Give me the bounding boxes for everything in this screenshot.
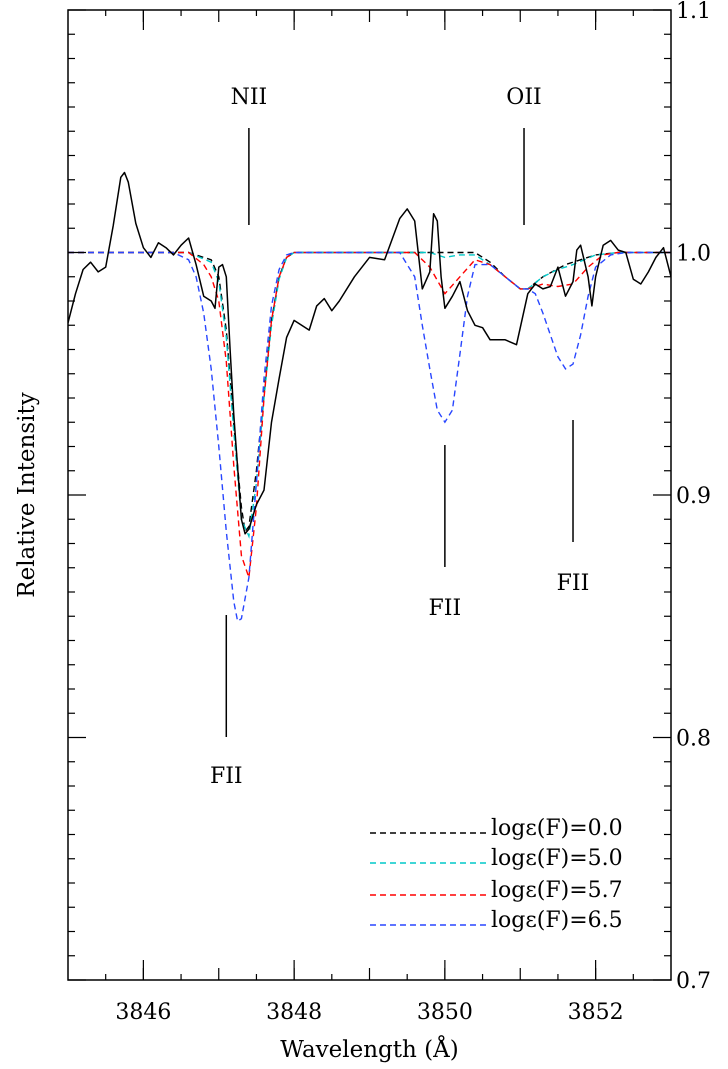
x-tick-label: 3852 [568,1000,624,1025]
legend-label: logε(F)=5.0 [491,846,623,871]
axis-ticks: 3846 3848 3850 3852 0.7 0.8 0.9 1.0 1.1 [68,0,711,1025]
x-tick-label: 3846 [115,1000,171,1025]
annotation-label: FII [557,571,590,596]
legend-label: logε(F)=0.0 [491,816,623,841]
model-series-2 [68,251,671,578]
annotation-label: FII [210,764,243,789]
line-annotations: NII OII FII FII FII [210,85,589,789]
y-tick-label: 0.8 [676,727,711,752]
annotation-label: OII [506,85,541,110]
y-axis-title: Relative Intensity [14,392,40,597]
y-tick-label: 0.7 [676,969,711,994]
legend-label: logε(F)=5.7 [491,878,623,903]
y-tick-label: 1.1 [676,0,711,24]
y-tick-label: 1.0 [676,242,711,267]
x-tick-label: 3848 [266,1000,322,1025]
observed-spectrum [68,171,671,535]
legend-label: logε(F)=6.5 [491,908,623,933]
model-series-0 [68,251,671,534]
plot-curves [68,171,671,623]
x-tick-label: 3850 [417,1000,473,1025]
annotation-label: FII [429,596,462,621]
legend: logε(F)=0.0 logε(F)=5.0 logε(F)=5.7 logε(F)… [370,816,623,933]
x-axis-title: Wavelength (Å) [280,1035,458,1063]
y-tick-label: 0.9 [676,484,711,509]
model-series-3 [68,251,671,623]
annotation-label: NII [231,85,268,110]
model-series-1 [68,251,671,539]
